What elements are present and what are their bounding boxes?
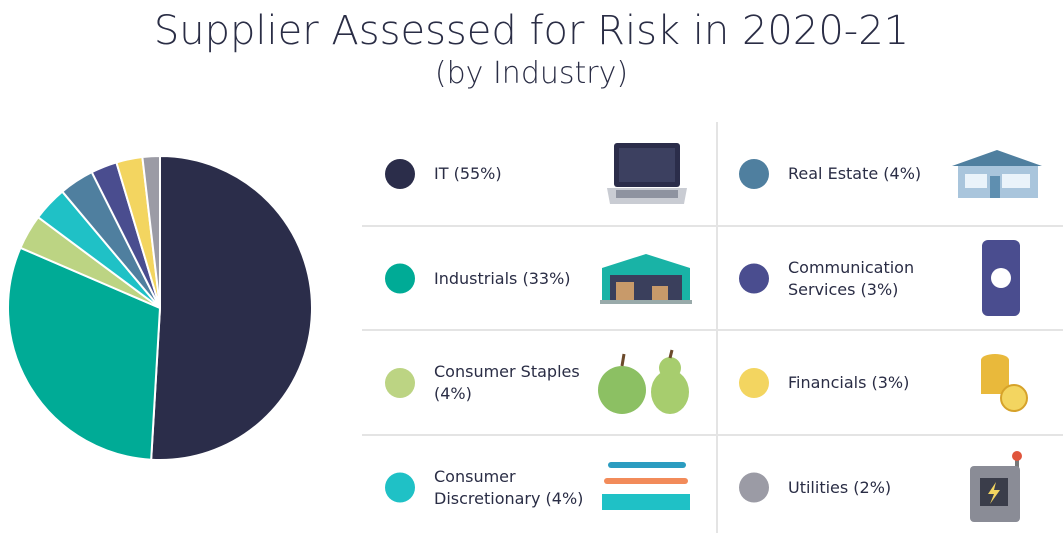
icon-stationery (602, 462, 690, 510)
pie-slice (7, 246, 162, 461)
chart-subtitle: (by Industry) (434, 56, 629, 91)
legend-swatch (739, 159, 769, 189)
pie-slice (150, 154, 313, 461)
legend-swatch (385, 368, 415, 398)
legend-label: Utilities (2%) (788, 477, 892, 497)
legend-swatch (385, 263, 415, 294)
legend-swatch (739, 368, 769, 398)
icon-house (952, 150, 1042, 198)
icon-fruit (598, 349, 689, 414)
legend-label: Industrials (33%) (434, 268, 571, 288)
legend-label: Consumer Staples (4%) (434, 362, 580, 403)
legend-swatch (385, 159, 415, 189)
icon-switch (970, 451, 1022, 522)
legend-swatch (739, 263, 769, 294)
dividers (362, 122, 1063, 533)
icon-warehouse (600, 254, 692, 304)
icon-phone (982, 240, 1020, 316)
legend-label: Communication Services (3%) (788, 257, 915, 299)
legend-label: Consumer Discretionary (4%) (434, 466, 584, 508)
chart-title: Supplier Assessed for Risk in 2020-21 (153, 8, 910, 54)
icon-coins (981, 354, 1028, 412)
legend-swatch (739, 472, 769, 503)
pie-slice (141, 154, 161, 309)
icon-laptop (607, 143, 687, 204)
legend-swatch (385, 472, 415, 503)
legend-label: Real Estate (4%) (788, 164, 922, 183)
legend-label: IT (55%) (434, 164, 502, 183)
legend-label: Financials (3%) (788, 373, 910, 392)
